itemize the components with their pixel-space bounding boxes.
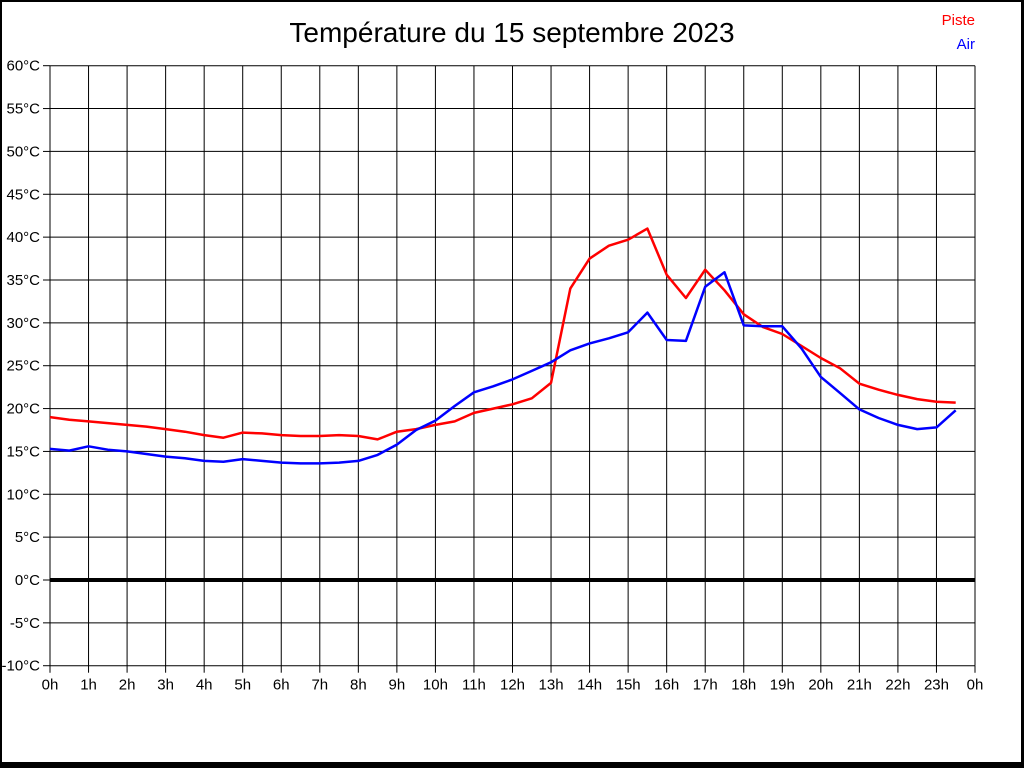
x-tick-label: 1h	[80, 677, 97, 694]
y-tick-label: 25°C	[6, 358, 40, 375]
x-tick-label: 0h	[42, 677, 59, 694]
x-tick-label: 19h	[770, 677, 795, 694]
x-tick-label: 22h	[885, 677, 910, 694]
chart-title: Température du 15 septembre 2023	[289, 17, 735, 48]
y-tick-label: 50°C	[6, 143, 40, 160]
air-line	[49, 271, 957, 465]
legend-item-air: Air	[942, 33, 975, 57]
x-tick-label: 16h	[654, 677, 679, 694]
x-tick-label: 12h	[500, 677, 525, 694]
x-tick-label: 11h	[462, 677, 486, 694]
x-tick-label: 20h	[808, 677, 833, 694]
y-tick-label: 60°C	[6, 58, 40, 75]
y-tick-label: 15°C	[6, 443, 40, 460]
piste-line	[49, 227, 956, 441]
y-tick-label: 30°C	[6, 315, 40, 332]
x-tick-label: 9h	[389, 677, 406, 694]
y-tick-label: 55°C	[6, 101, 40, 118]
y-tick-label: -5°C	[10, 615, 40, 632]
y-tick-label: 45°C	[6, 186, 40, 203]
legend-item-piste: Piste	[942, 9, 975, 33]
x-tick-label: 23h	[924, 677, 949, 694]
y-tick-label: 10°C	[6, 486, 40, 503]
y-axis-labels: 60°C 55°C 50°C 45°C 40°C 35°C 30°C 25°C 20°C 15°C…	[1, 58, 40, 675]
x-tick-label: 21h	[847, 677, 872, 694]
x-tick-label: 18h	[731, 677, 756, 694]
y-tick-label: -10°C	[1, 658, 40, 675]
x-tick-label: 5h	[234, 677, 251, 694]
x-tick-label: 2h	[119, 677, 136, 694]
legend-label-piste: Piste	[941, 12, 975, 29]
x-tick-label: 8h	[350, 677, 367, 694]
y-tick-label: 20°C	[6, 401, 40, 418]
legend-label-air: Air	[956, 36, 975, 53]
x-tick-label: 3h	[157, 677, 174, 694]
x-tick-label: 6h	[273, 677, 290, 694]
y-tick-label: 35°C	[6, 272, 40, 289]
x-axis-labels: 0h 1h 2h 3h 4h 5h 6h 7h 8h 9h 10h 11h 12h 13h 14h 15h 16…	[42, 677, 984, 694]
y-tick-label: 0°C	[15, 572, 40, 589]
x-tick-label: 15h	[616, 677, 641, 694]
legend: Piste Air	[942, 9, 975, 57]
x-tick-label: 17h	[693, 677, 718, 694]
x-tick-label: 7h	[311, 677, 328, 694]
grid	[49, 65, 976, 667]
y-tick-label: 5°C	[15, 529, 40, 546]
x-tick-label: 13h	[539, 677, 564, 694]
x-tick-label: 4h	[196, 677, 213, 694]
x-tick-label: 10h	[423, 677, 448, 694]
x-tick-label: 0h	[967, 677, 984, 694]
x-tick-label: 14h	[577, 677, 602, 694]
axis-ticks	[43, 65, 976, 673]
y-tick-label: 40°C	[6, 229, 40, 246]
